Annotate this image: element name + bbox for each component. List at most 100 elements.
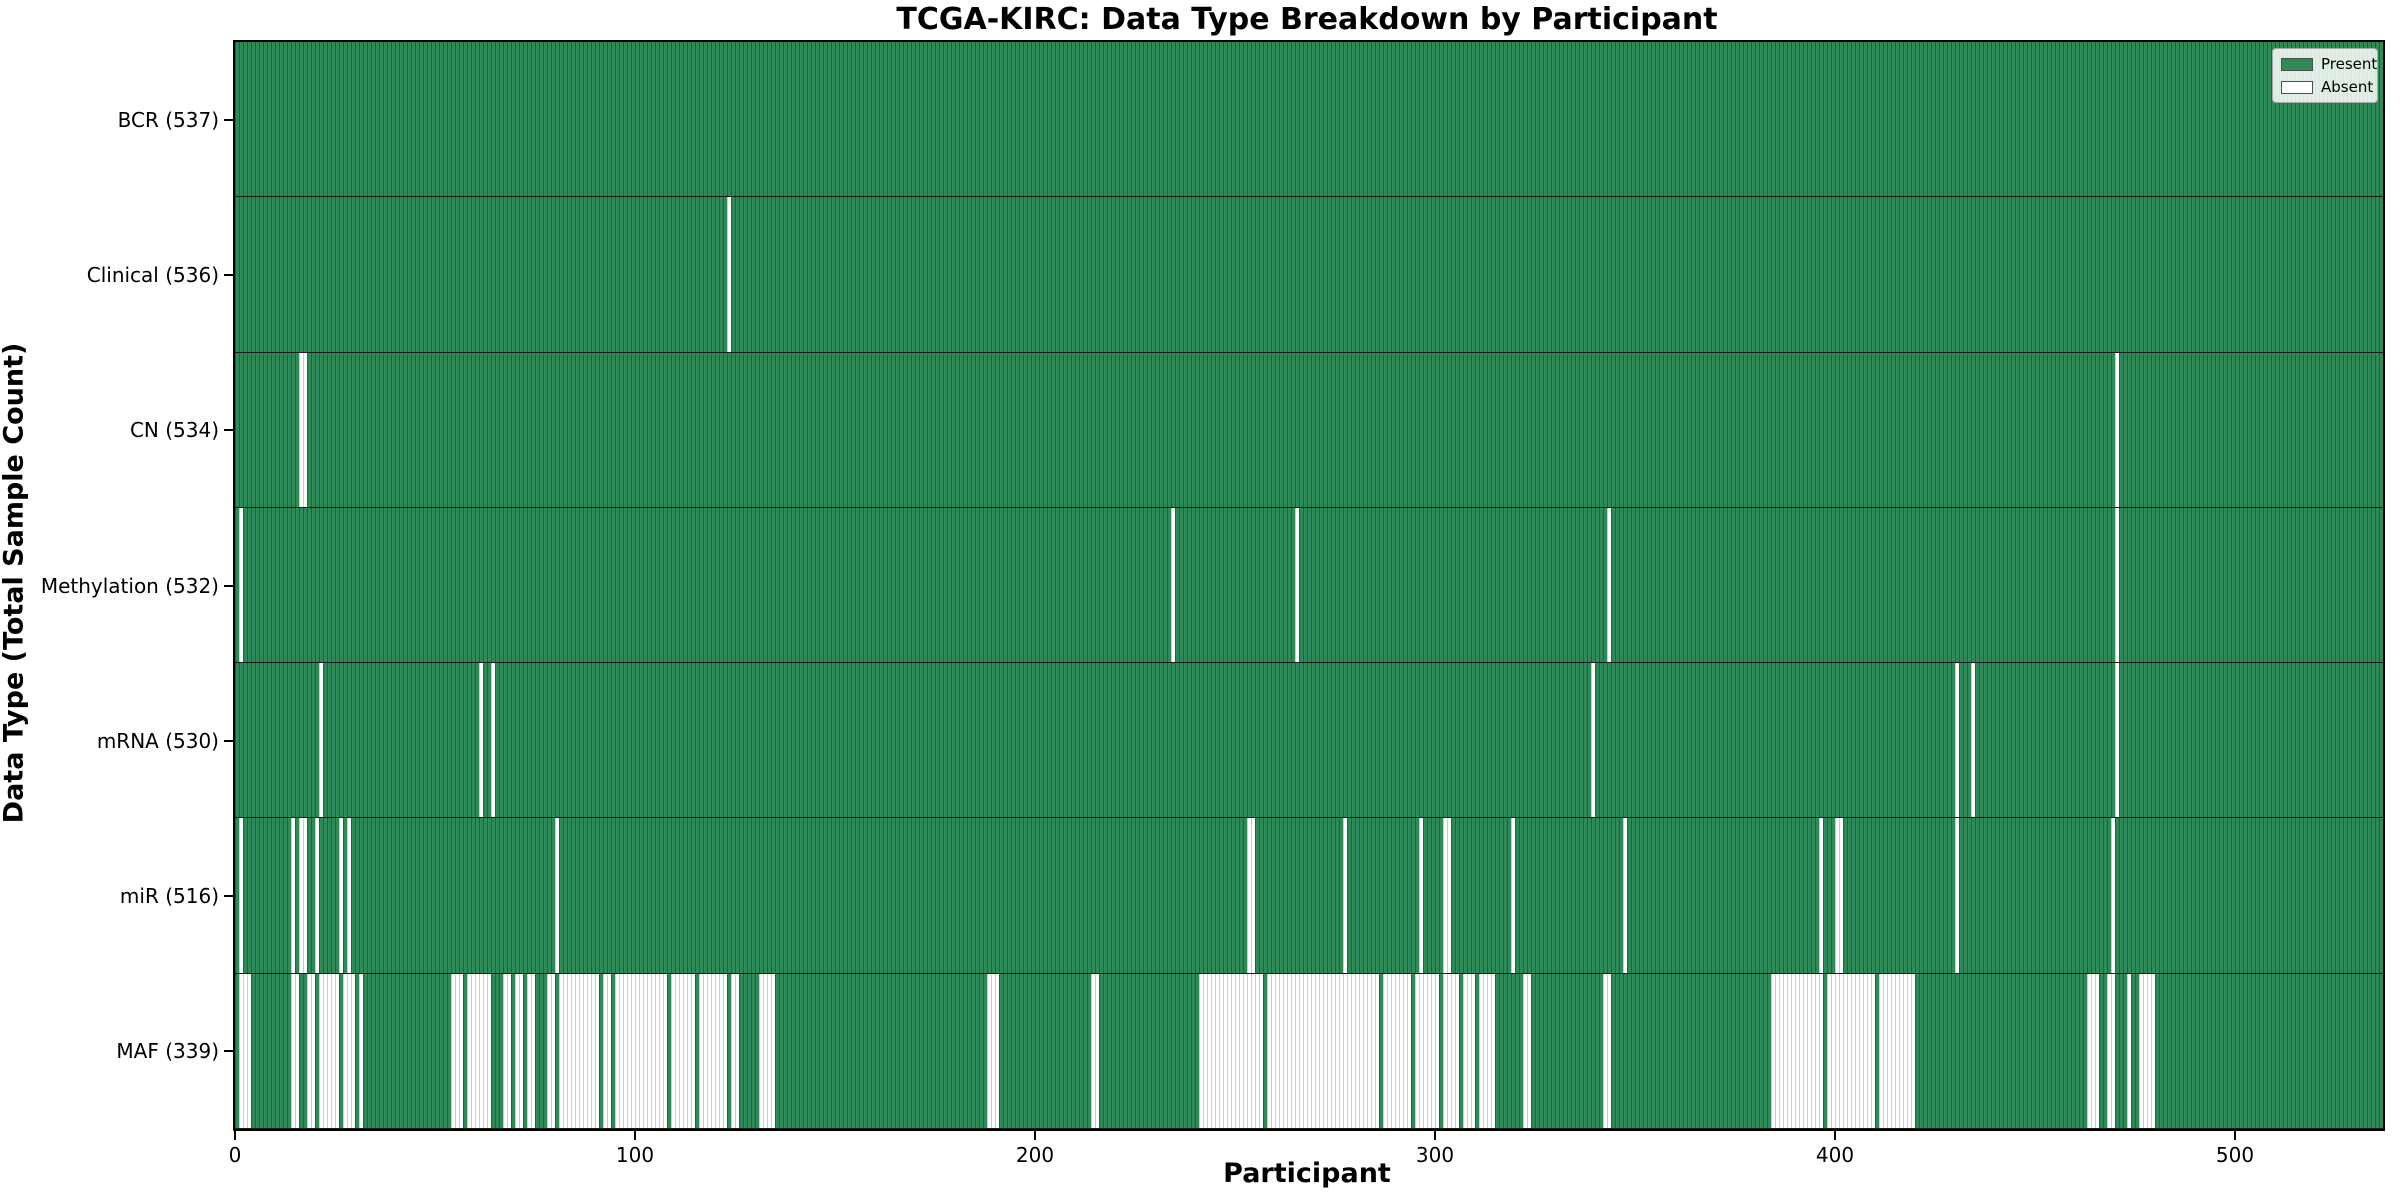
chart-title: TCGA-KIRC: Data Type Breakdown by Partic… xyxy=(896,2,1718,37)
y-tick-label-Methylation: Methylation (532) xyxy=(40,573,219,598)
absent-segment-CN xyxy=(299,352,307,507)
absent-segment-MAF xyxy=(319,973,339,1128)
absent-segment-mRNA xyxy=(2115,663,2119,818)
absent-segment-Methylation xyxy=(2115,507,2119,663)
y-tick xyxy=(224,895,233,898)
absent-segment-MAF xyxy=(1463,973,1475,1128)
absent-segment-MAF xyxy=(2107,973,2115,1128)
absent-segment-Methylation xyxy=(1171,507,1175,663)
absent-segment-mRNA xyxy=(1955,663,1959,818)
absent-segment-miR xyxy=(555,818,559,973)
absent-segment-MAF xyxy=(1091,973,1099,1128)
absent-segment-MAF xyxy=(603,973,611,1128)
absent-segment-MAF xyxy=(1443,973,1459,1128)
absent-segment-MAF xyxy=(987,973,999,1128)
y-tick-label-miR: miR (516) xyxy=(119,884,219,909)
absent-segment-miR xyxy=(239,818,243,973)
x-tick xyxy=(1834,1131,1836,1140)
absent-segment-mRNA xyxy=(1591,663,1595,818)
y-tick xyxy=(224,584,233,587)
absent-segment-MAF xyxy=(759,973,775,1128)
absent-segment-MAF xyxy=(1415,973,1439,1128)
absent-segment-MAF xyxy=(515,973,523,1128)
x-tick-label-300: 300 xyxy=(1415,1143,1455,1167)
x-tick-label-500: 500 xyxy=(2215,1143,2255,1167)
absent-segment-miR xyxy=(1343,818,1347,973)
y-tick xyxy=(224,429,233,432)
x-tick xyxy=(1434,1131,1436,1140)
absent-segment-MAF xyxy=(2087,973,2099,1128)
absent-segment-MAF xyxy=(2127,973,2131,1128)
y-tick xyxy=(224,273,233,276)
absent-segment-miR xyxy=(347,818,351,973)
x-tick-label-0: 0 xyxy=(228,1143,242,1167)
absent-segment-miR xyxy=(339,818,343,973)
absent-segment-MAF xyxy=(359,973,363,1128)
absent-segment-MAF xyxy=(503,973,511,1128)
absent-segment-MAF xyxy=(2139,973,2155,1128)
plot-area: BCR (537) Clinical (536) CN (534) Methylati… xyxy=(41,40,2385,1167)
row-CN xyxy=(235,352,2383,508)
legend-absent-swatch xyxy=(2281,80,2313,94)
absent-segment-miR xyxy=(1443,818,1451,973)
absent-segment-MAF xyxy=(547,973,555,1128)
y-tick xyxy=(224,1050,233,1053)
absent-segment-MAF xyxy=(239,973,251,1128)
absent-segment-MAF xyxy=(671,973,695,1128)
absent-segment-MAF xyxy=(1827,973,1875,1128)
absent-segment-miR xyxy=(315,818,319,973)
row-miR xyxy=(235,818,2383,974)
y-tick-label-mRNA: mRNA (530) xyxy=(96,728,219,753)
absent-segment-miR xyxy=(299,818,307,973)
row-Methylation xyxy=(235,507,2383,664)
absent-segment-MAF xyxy=(1603,973,1611,1128)
absent-segment-MAF xyxy=(615,973,667,1128)
row-Clinical xyxy=(235,197,2383,353)
absent-segment-miR xyxy=(1955,818,1959,973)
absent-segment-miR xyxy=(2111,818,2115,973)
absent-segment-MAF xyxy=(1771,973,1823,1128)
absent-segment-MAF xyxy=(291,973,299,1128)
row-BCR xyxy=(235,42,2383,198)
absent-segment-MAF xyxy=(1383,973,1411,1128)
x-tick xyxy=(234,1131,236,1140)
absent-segment-MAF xyxy=(699,973,727,1128)
absent-segment-mRNA xyxy=(479,663,483,818)
y-axis-label: Data Type (Total Sample Count) xyxy=(0,342,30,824)
y-tick xyxy=(224,118,233,121)
absent-segment-MAF xyxy=(1879,973,1915,1128)
absent-segment-Methylation xyxy=(1607,507,1611,663)
x-tick xyxy=(1034,1131,1036,1140)
y-tick-label-MAF: MAF (339) xyxy=(116,1039,219,1064)
absent-segment-miR xyxy=(1511,818,1515,973)
legend-entry-absent: Absent xyxy=(2281,78,2373,96)
x-tick xyxy=(2234,1131,2236,1140)
absent-segment-mRNA xyxy=(491,663,495,818)
y-tick-label-Clinical: Clinical (536) xyxy=(86,262,219,287)
absent-segment-MAF xyxy=(307,973,315,1128)
absent-segment-Methylation xyxy=(239,507,243,663)
absent-segment-MAF xyxy=(451,973,463,1128)
absent-segment-miR xyxy=(1819,818,1823,973)
absent-segment-MAF xyxy=(1267,973,1379,1128)
absent-segment-Methylation xyxy=(1295,507,1299,663)
legend-absent-label: Absent xyxy=(2321,78,2374,96)
x-tick-label-400: 400 xyxy=(1815,1143,1855,1167)
absent-segment-MAF xyxy=(467,973,491,1128)
row-MAF xyxy=(235,973,2383,1129)
absent-segment-MAF xyxy=(527,973,535,1128)
absent-segment-MAF xyxy=(343,973,355,1128)
absent-segment-MAF xyxy=(731,973,739,1128)
absent-segment-CN xyxy=(2115,352,2119,507)
legend-present-label: Present xyxy=(2321,55,2378,73)
absent-segment-miR xyxy=(291,818,295,973)
absent-segment-miR xyxy=(1835,818,1843,973)
y-tick xyxy=(224,739,233,742)
absent-segment-MAF xyxy=(1479,973,1495,1128)
absent-segment-miR xyxy=(1247,818,1255,973)
x-tick-label-200: 200 xyxy=(1015,1143,1055,1167)
legend-present-swatch xyxy=(2281,57,2313,71)
absent-segment-miR xyxy=(1623,818,1627,973)
absent-segment-mRNA xyxy=(1971,663,1975,818)
